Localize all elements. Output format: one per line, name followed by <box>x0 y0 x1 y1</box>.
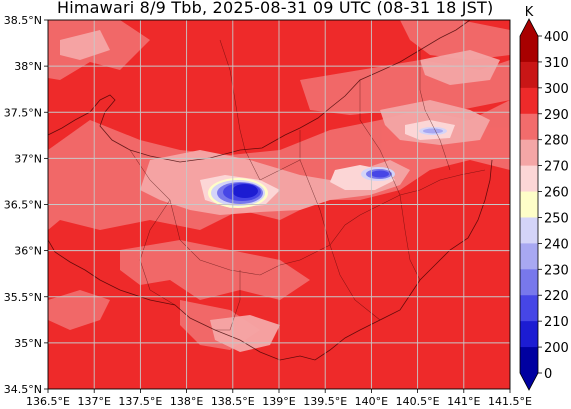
colorbar-tick-label: 240 <box>544 237 569 252</box>
colorbar-swatch <box>520 139 538 167</box>
colorbar-tick-label: 290 <box>544 108 569 123</box>
x-tick-label: 138°E <box>170 395 203 408</box>
colorbar-tick-label: 270 <box>544 160 569 175</box>
y-tick-label: 38.5°N <box>4 14 42 27</box>
colorbar-swatch <box>520 191 538 218</box>
colorbar-swatch <box>520 217 538 244</box>
gridlines <box>48 20 510 389</box>
x-tick-label: 138.5°E <box>211 395 255 408</box>
y-tick-label: 36°N <box>14 245 42 258</box>
colorbar-swatch <box>520 87 538 115</box>
colorbar-tick-label: 300 <box>544 82 569 97</box>
colorbar-swatch <box>520 113 538 141</box>
colorbar-swatch <box>520 321 538 348</box>
colorbar-extend-top <box>520 19 538 36</box>
colorbar-swatch <box>520 243 538 270</box>
colorbar-swatch <box>520 165 538 193</box>
colorbar-tick-label: 250 <box>544 211 569 226</box>
x-tick-label: 141°E <box>447 395 480 408</box>
colorbar-tick-label: 210 <box>544 315 569 330</box>
colorbar-tick-label: 0 <box>544 367 552 382</box>
colorbar-tick-label: 230 <box>544 263 569 278</box>
x-tick-label: 137.5°E <box>118 395 162 408</box>
y-tick-label: 36.5°N <box>4 199 42 212</box>
x-tick-label: 140.5°E <box>396 395 440 408</box>
colorbar-tick-label: 220 <box>544 289 569 304</box>
y-tick-label: 34.5°N <box>4 383 42 396</box>
colorbar-swatch <box>520 295 538 322</box>
colorbar-tick-label: 400 <box>544 30 569 45</box>
colorbar-swatch <box>520 347 538 374</box>
colorbar-extend-bottom <box>520 373 538 390</box>
temperature-colorbar: 400 310 300 290 280 270 260 250 240 230 220 210 200 0 <box>519 18 569 391</box>
colorbar-tick-label: 260 <box>544 186 569 201</box>
colorbar-unit: K <box>525 5 534 20</box>
x-tick-label: 139°E <box>262 395 295 408</box>
x-tick-label: 140°E <box>355 395 388 408</box>
y-tick-label: 35°N <box>14 337 42 350</box>
longitude-ticks: 136.5°E 137°E 137.5°E 138°E 138.5°E 139°E 139.… <box>26 389 532 408</box>
colorbar-tick-label: 200 <box>544 341 569 356</box>
x-tick-label: 136.5°E <box>26 395 70 408</box>
x-tick-label: 141.5°E <box>488 395 532 408</box>
y-tick-label: 35.5°N <box>4 291 42 304</box>
y-tick-label: 37.5°N <box>4 106 42 119</box>
coastlines <box>48 20 493 361</box>
x-tick-label: 139.5°E <box>303 395 347 408</box>
colorbar-swatch <box>520 269 538 296</box>
colorbar-swatch <box>520 36 538 63</box>
colorbar-tick-label: 280 <box>544 134 569 149</box>
latitude-ticks: 34.5°N 35°N 35.5°N 36°N 36.5°N 37°N 37.5°N 38°N… <box>4 14 48 396</box>
colorbar-swatch <box>520 61 538 89</box>
brightness-temperature-field <box>48 20 510 389</box>
colorbar-tick-label: 310 <box>544 56 569 71</box>
map-title: Himawari 8/9 Tbb, 2025-08-31 09 UTC (08-… <box>57 0 494 17</box>
x-tick-label: 137°E <box>77 395 110 408</box>
y-tick-label: 37°N <box>14 152 42 165</box>
y-tick-label: 38°N <box>14 60 42 73</box>
